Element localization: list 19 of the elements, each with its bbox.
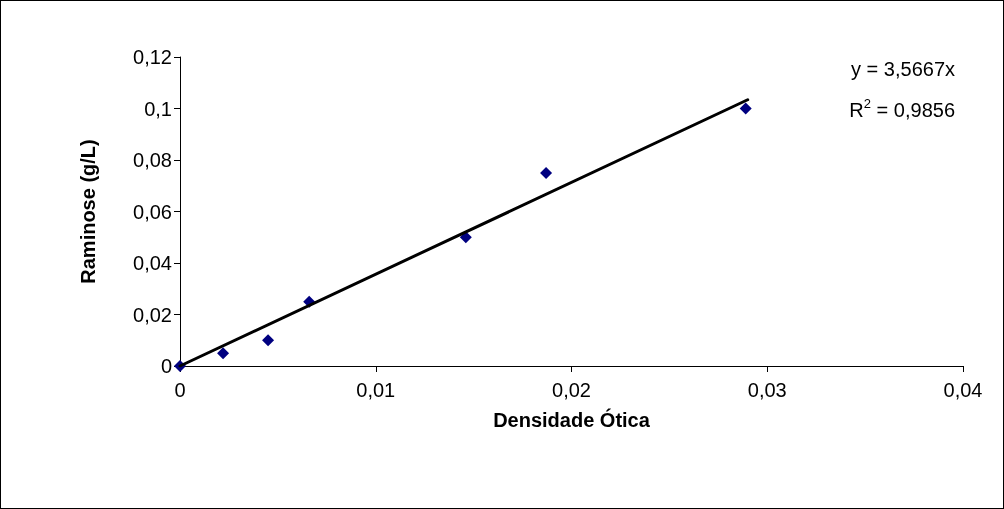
point [540, 166, 553, 179]
x-tick-label: 0,01 [356, 379, 396, 401]
y-tick-label: 0,02 [133, 303, 172, 326]
point [262, 334, 275, 347]
point [739, 102, 752, 115]
y-axis-title: Raminose (g/L) [77, 139, 99, 284]
x-tick-label: 0,03 [747, 379, 787, 401]
y-tick-label: 0 [160, 355, 172, 377]
y-tick-label: 0,06 [133, 200, 172, 223]
y-tick-label: 0,04 [133, 252, 172, 274]
y-tick-label: 0,1 [144, 97, 172, 120]
annotation: y = 3,5667x [851, 58, 955, 80]
y-tick-label: 0,08 [133, 149, 172, 171]
x-axis-title: Densidade Ótica [493, 408, 651, 431]
point [217, 347, 230, 360]
x-tick-label: 0,02 [552, 379, 591, 401]
x-tick-label: 0,04 [943, 379, 983, 401]
y-tick-label: 0,12 [133, 46, 172, 68]
x-tick-label: 0 [174, 379, 186, 401]
